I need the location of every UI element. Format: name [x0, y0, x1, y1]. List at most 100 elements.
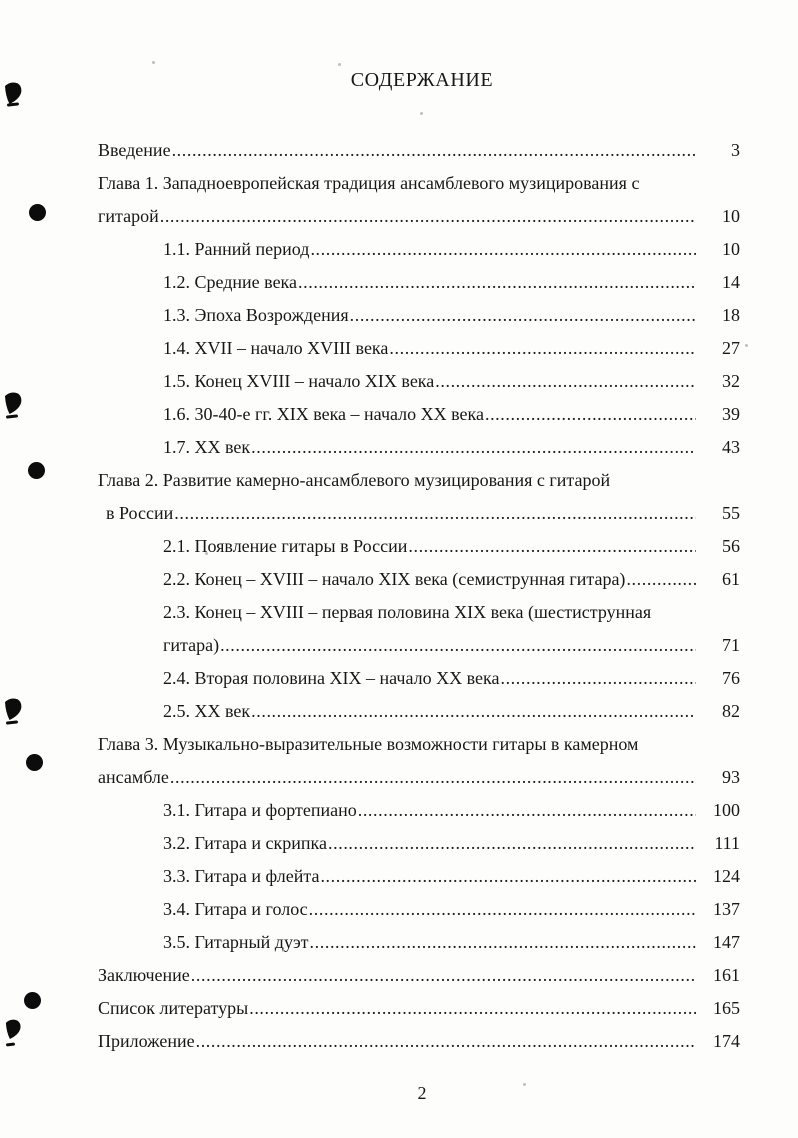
page-number: 10: [722, 206, 740, 226]
dot-leader: ........................................…: [251, 701, 696, 721]
page-number: 55: [722, 503, 740, 523]
toc-row: 2.2. Конец – XVIII – начало XIX века (се…: [98, 563, 746, 596]
hole-punch-dot: [28, 462, 45, 479]
page-number: 147: [713, 932, 740, 952]
toc-row: 1.5. Конец XVIII – начало XIX века .....…: [98, 365, 746, 398]
toc-label: Глава 1. Западноевропейская традиция анс…: [98, 173, 640, 193]
toc-row: Глава 1. Западноевропейская традиция анс…: [98, 167, 746, 200]
toc-row: 1.6. 30-40-е гг. XIX века – начало XX ве…: [98, 398, 746, 431]
ink-blot-artifact: [4, 698, 23, 722]
toc-label: 2.5. XX век: [163, 701, 251, 721]
page-number: 71: [722, 635, 740, 655]
ink-blot-shape: [5, 698, 22, 720]
toc-row: 2.5. XX век ............................…: [98, 695, 746, 728]
dot-leader: ........................................…: [174, 503, 696, 523]
toc-row: Приложение .............................…: [98, 1025, 746, 1058]
page-number: 10: [722, 239, 740, 259]
dot-leader: ........................................…: [484, 404, 696, 424]
dot-leader: ........................................…: [328, 833, 696, 853]
toc-row: 2.1. Появление гитары в России .........…: [98, 530, 746, 563]
toc-row: Глава 2. Развитие камерно-ансамблевого м…: [98, 464, 746, 497]
ink-blot-artifact: [4, 82, 23, 106]
ink-blot-artifact: [4, 392, 23, 416]
toc-row: Введение ...............................…: [98, 134, 746, 167]
hole-punch-dot: [24, 992, 41, 1009]
toc-row: 2.3. Конец – XVIII – первая половина XIX…: [98, 596, 746, 629]
page-number: 32: [722, 371, 740, 391]
page-title: СОДЕРЖАНИЕ: [350, 69, 494, 91]
page-number: 61: [722, 569, 740, 589]
dot-leader: ........................................…: [309, 932, 696, 952]
toc-row: Глава 3. Музыкально-выразительные возмож…: [98, 728, 746, 761]
toc-label: 3.5. Гитарный дуэт: [163, 932, 309, 952]
page-number: 165: [713, 998, 740, 1018]
page-number: 161: [713, 965, 740, 985]
toc-label: Заключение: [98, 965, 190, 985]
hole-punch-dot: [29, 204, 46, 221]
toc-label: гитара): [163, 635, 220, 655]
toc-row: ансамбле ...............................…: [98, 761, 746, 794]
page-number: 174: [713, 1031, 740, 1051]
ink-dash-artifact: [5, 414, 19, 419]
ink-blot-shape: [5, 82, 22, 104]
toc-row: 3.1. Гитара и фортепиано ...............…: [98, 794, 746, 827]
dot-leader: ........................................…: [320, 866, 696, 886]
toc-label: 2.3. Конец – XVIII – первая половина XIX…: [163, 602, 652, 622]
toc-label: 1.7. XX век: [163, 437, 251, 457]
scan-speck: [152, 61, 155, 64]
dot-leader: ........................................…: [349, 305, 696, 325]
dot-leader: ........................................…: [408, 536, 696, 556]
toc-label: 3.1. Гитара и фортепиано: [163, 800, 357, 820]
page-number: 14: [722, 272, 740, 292]
dot-leader: ........................................…: [357, 800, 696, 820]
toc-label: 3.4. Гитара и голос: [163, 899, 308, 919]
ink-dash-artifact: [5, 1042, 16, 1047]
toc-label: 1.1. Ранний период: [163, 239, 310, 259]
toc-label: Глава 2. Развитие камерно-ансамблевого м…: [98, 470, 611, 490]
toc-label: Приложение: [98, 1031, 195, 1051]
dot-leader: ........................................…: [308, 899, 696, 919]
toc-label: 2.2. Конец – XVIII – начало XIX века (се…: [163, 569, 626, 589]
page-number: 18: [722, 305, 740, 325]
page-number: 43: [722, 437, 740, 457]
toc-label: ансамбле: [98, 767, 169, 787]
toc-row: Заключение .............................…: [98, 959, 746, 992]
dot-leader: ........................................…: [435, 371, 696, 391]
dot-leader: ........................................…: [389, 338, 696, 358]
page-number: 124: [713, 866, 740, 886]
toc-label: 1.6. 30-40-е гг. XIX века – начало XX ве…: [163, 404, 484, 424]
toc-row: Список литературы ......................…: [98, 992, 746, 1025]
toc-row: 1.3. Эпоха Возрождения .................…: [98, 299, 746, 332]
page-number: 137: [713, 899, 740, 919]
toc-label: 2.4. Вторая половина XIX – начало XX век…: [163, 668, 500, 688]
table-of-contents: Введение ...............................…: [98, 134, 746, 1058]
toc-label: 3.3. Гитара и флейта: [163, 866, 320, 886]
toc-row: 2.4. Вторая половина XIX – начало XX век…: [98, 662, 746, 695]
dot-leader: ........................................…: [500, 668, 696, 688]
toc-row: 3.2. Гитара и скрипка ..................…: [98, 827, 746, 860]
page-number: 93: [722, 767, 740, 787]
scan-speck: [420, 112, 423, 115]
dot-leader: ........................................…: [195, 1031, 696, 1051]
toc-row: гитарой ................................…: [98, 200, 746, 233]
page-number: 76: [722, 668, 740, 688]
page-number: 39: [722, 404, 740, 424]
scan-speck: [338, 63, 341, 66]
toc-row: 1.7. XX век ............................…: [98, 431, 746, 464]
toc-row: 1.2. Средние века ......................…: [98, 266, 746, 299]
dot-leader: ........................................…: [626, 569, 696, 589]
page-number: 82: [722, 701, 740, 721]
toc-label: 1.2. Средние века: [163, 272, 298, 292]
toc-label: 1.4. XVII – начало XVIII века: [163, 338, 389, 358]
page-number: 27: [722, 338, 740, 358]
toc-row: 3.4. Гитара и голос ....................…: [98, 893, 746, 926]
toc-label: в России: [106, 503, 174, 523]
dot-leader: ........................................…: [169, 767, 696, 787]
dot-leader: ........................................…: [159, 206, 696, 226]
ink-blot-artifact: [5, 1019, 22, 1041]
ink-blot-shape: [5, 1019, 21, 1039]
ink-dash-artifact: [5, 720, 19, 725]
toc-label: 1.5. Конец XVIII – начало XIX века: [163, 371, 435, 391]
toc-label: Список литературы: [98, 998, 249, 1018]
page-number: 56: [722, 536, 740, 556]
